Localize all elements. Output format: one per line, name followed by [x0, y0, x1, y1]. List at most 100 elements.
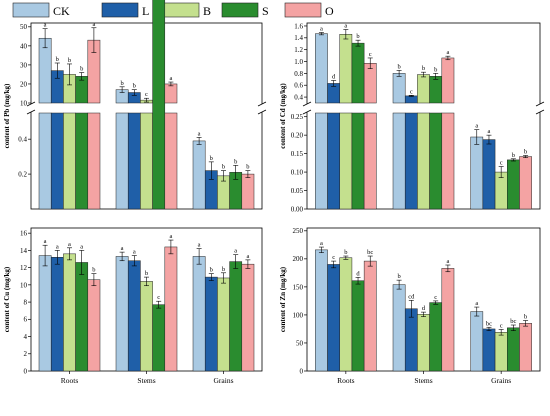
y-tick-label: 0: [24, 367, 28, 375]
significance-letter: a: [320, 240, 323, 247]
y-tick-label: 12: [20, 264, 28, 272]
significance-letter: b: [68, 57, 71, 64]
y-tick-label: 0.8: [294, 70, 303, 78]
bar-ck-stems: [392, 284, 406, 372]
y-tick-label: 0.4: [18, 136, 27, 144]
significance-letter: a: [475, 123, 478, 130]
significance-letter: a: [68, 241, 71, 248]
significance-letter: a: [133, 249, 136, 256]
significance-letter: b: [234, 158, 237, 165]
significance-letter: a: [475, 300, 478, 307]
bar-l-roots: [50, 112, 64, 210]
bar-b-stems: [417, 112, 430, 210]
significance-letter: b: [344, 249, 347, 256]
bar-o-grains: [519, 323, 532, 372]
x-category-label: Grains: [491, 376, 511, 385]
y-tick-label: 250: [293, 227, 304, 235]
axis-break-mark: [302, 109, 312, 115]
bar-o-roots: [363, 63, 377, 104]
bar-s-stems: [429, 302, 443, 372]
y-tick-label: 4: [24, 333, 28, 341]
legend-item-l: L: [101, 2, 149, 18]
significance-letter: bc: [510, 318, 516, 325]
significance-letter: b: [524, 148, 527, 155]
bar-ck-roots: [315, 33, 328, 104]
bar-l-stems: [404, 95, 418, 104]
axis-break-mark: [26, 109, 36, 115]
y-tick-label: 1.4: [294, 34, 303, 42]
significance-letter: b: [222, 164, 225, 171]
x-category-label: Roots: [337, 376, 355, 385]
bar-o-grains: [519, 156, 532, 210]
y-axis-label: content of Pb (mg/kg): [3, 83, 11, 148]
bar-b-stems: [417, 314, 430, 372]
significance-letter: b: [120, 80, 123, 87]
bar-s-roots: [351, 112, 365, 210]
bar-o-roots: [87, 112, 101, 210]
significance-letter: b: [80, 66, 83, 73]
significance-letter: a: [169, 75, 172, 82]
axis-break-mark: [535, 101, 545, 107]
legend-swatch-b: [162, 2, 200, 18]
y-tick-label: 0.00: [291, 205, 304, 213]
bar-l-stems: [404, 112, 418, 210]
significance-letter: bc: [367, 249, 373, 256]
bar-s-roots: [75, 262, 89, 372]
significance-letter: b: [422, 65, 425, 72]
y-axis-label: content of Cu (mg/kg): [3, 266, 11, 332]
significance-letter: a: [121, 245, 124, 252]
y-tick-label: 100: [293, 311, 304, 319]
significance-letter: a: [320, 25, 323, 32]
y-tick-label: 10: [20, 281, 28, 289]
axis-break-mark: [257, 101, 267, 107]
bar-ck-stems: [115, 256, 129, 372]
bar-ck-roots: [315, 112, 328, 210]
axis-break-band: [303, 104, 544, 112]
legend-item-o: O: [284, 2, 334, 18]
significance-letter: a: [234, 248, 237, 255]
chart-panel-3: 0 2 4 6 8 10 12 14 16 content of Cu (mg/kg) a a a a b R…: [3, 227, 263, 385]
bar-ck-roots: [315, 249, 328, 372]
y-tick-label: 200: [293, 255, 304, 263]
significance-letter: c: [500, 160, 503, 167]
x-category-label: Roots: [61, 376, 79, 385]
legend-item-b: B: [162, 2, 211, 18]
bar-o-grains: [241, 173, 255, 210]
legend-swatch-ck: [12, 2, 50, 18]
axis-break-band: [27, 104, 266, 112]
legend-label: CK: [53, 4, 70, 18]
bar-b-roots: [339, 112, 353, 210]
bar-l-roots: [50, 257, 64, 372]
bar-o-roots: [363, 260, 377, 372]
y-tick-label: 1.0: [294, 58, 303, 66]
significance-letter: a: [198, 130, 201, 137]
significance-letter: b: [210, 267, 213, 274]
y-tick-label: 30: [20, 61, 28, 69]
axis-break-mark: [257, 109, 267, 115]
bar-ck-grains: [470, 311, 484, 372]
bar-b-stems: [140, 112, 153, 210]
bar-b-stems: [417, 74, 430, 104]
bar-s-stems: [429, 76, 443, 104]
significance-letter: b: [434, 66, 437, 73]
significance-letter: b: [210, 155, 213, 162]
x-category-label: Stems: [137, 376, 155, 385]
y-tick-label: 0.05: [291, 187, 304, 195]
bar-s-roots: [75, 112, 89, 210]
bar-l-roots: [327, 264, 340, 372]
legend-swatch-l: [101, 2, 139, 18]
y-tick-label: 0.2: [18, 170, 27, 178]
bar-s-grains: [229, 261, 243, 372]
significance-letter: a: [446, 49, 449, 56]
axis-break-mark: [302, 101, 312, 107]
significance-letter: a: [56, 243, 59, 250]
chart-panel-1: 10 20 30 40 50 0.2 0.4 content of Pb (mg/kg) a b b…: [3, 0, 267, 210]
significance-letter: a: [198, 242, 201, 249]
y-tick-label: 50: [20, 23, 28, 31]
y-tick-label: 0.20: [291, 132, 304, 140]
significance-letter: c: [434, 294, 437, 301]
bar-l-stems: [127, 112, 141, 210]
significance-letter: c: [410, 88, 413, 95]
bar-ck-stems: [392, 73, 406, 104]
